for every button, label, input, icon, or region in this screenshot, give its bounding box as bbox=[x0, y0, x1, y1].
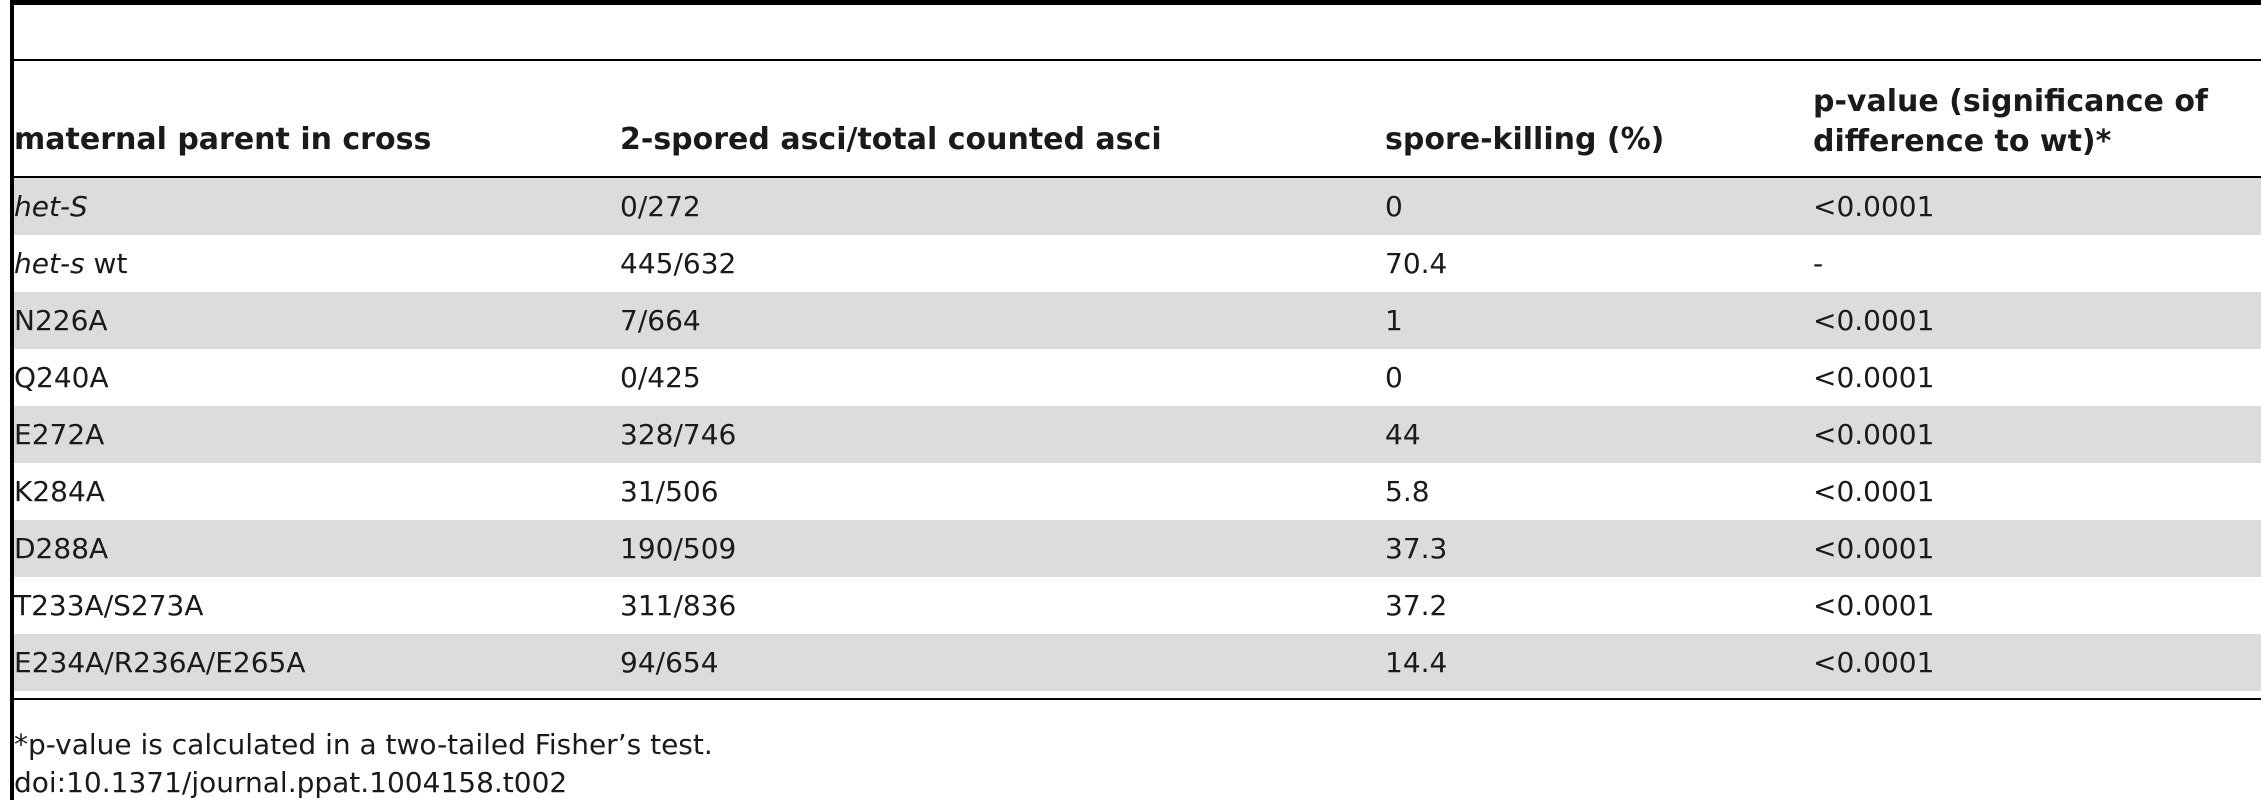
header-asci-ratio: 2-spored asci/total counted asci bbox=[620, 122, 1162, 157]
cell-pvalue: <0.0001 bbox=[1813, 361, 1935, 394]
cell-asci: 0/425 bbox=[620, 361, 701, 394]
cell-pvalue: <0.0001 bbox=[1813, 634, 2261, 691]
cell-parent: het-S bbox=[14, 178, 620, 235]
cell-parent: D288A bbox=[14, 520, 620, 577]
parent-plain: E272A bbox=[14, 418, 105, 451]
table-row: E234A/R236A/E265A 94/654 14.4 <0.0001 bbox=[14, 634, 2261, 691]
table-row: het-S 0/272 0 <0.0001 bbox=[14, 178, 2261, 235]
parent-plain: T233A/S273A bbox=[14, 589, 204, 622]
top-border bbox=[10, 0, 2261, 5]
cell-asci: 31/506 bbox=[620, 475, 719, 508]
cell-killing: 1 bbox=[1385, 292, 1813, 349]
data-table: het-S 0/272 0 <0.0001 het-s wt 445/632 7… bbox=[14, 178, 2261, 691]
header-p-value-line2: difference to wt)* bbox=[1813, 124, 2112, 159]
cell-parent: N226A bbox=[14, 292, 620, 349]
cell-killing: 0 bbox=[1385, 178, 1813, 235]
cell-parent: het-s wt bbox=[14, 235, 620, 292]
cell-killing: 0 bbox=[1385, 361, 1403, 394]
cell-pvalue: <0.0001 bbox=[1813, 475, 1935, 508]
header-spore-killing: spore-killing (%) bbox=[1385, 122, 1665, 157]
header-p-value: p-value (significance of difference to w… bbox=[1813, 82, 2208, 162]
cell-pvalue: <0.0001 bbox=[1813, 589, 1935, 622]
parent-plain: N226A bbox=[14, 304, 108, 337]
cell-pvalue: <0.0001 bbox=[1813, 178, 2261, 235]
header-p-value-line1: p-value (significance of bbox=[1813, 84, 2208, 119]
cell-asci: 445/632 bbox=[620, 247, 737, 280]
table-row: T233A/S273A 311/836 37.2 <0.0001 bbox=[14, 577, 2261, 634]
table-row: het-s wt 445/632 70.4 - bbox=[14, 235, 2261, 292]
cell-asci: 328/746 bbox=[620, 406, 1385, 463]
cell-pvalue: <0.0001 bbox=[1813, 406, 2261, 463]
cell-killing: 44 bbox=[1385, 406, 1813, 463]
parent-plain: D288A bbox=[14, 532, 109, 565]
cell-pvalue: - bbox=[1813, 247, 1824, 280]
table-row: N226A 7/664 1 <0.0001 bbox=[14, 292, 2261, 349]
cell-parent: T233A/S273A bbox=[14, 577, 620, 634]
cell-asci: 190/509 bbox=[620, 520, 1385, 577]
table-row: E272A 328/746 44 <0.0001 bbox=[14, 406, 2261, 463]
parent-plain: E234A/R236A/E265A bbox=[14, 646, 306, 679]
parent-plain: K284A bbox=[14, 475, 105, 508]
table-top-rule bbox=[14, 59, 2261, 61]
cell-pvalue: <0.0001 bbox=[1813, 292, 2261, 349]
cell-asci: 94/654 bbox=[620, 634, 1385, 691]
parent-italic: het-S bbox=[14, 190, 88, 223]
cell-asci: 0/272 bbox=[620, 178, 1385, 235]
table-row: Q240A 0/425 0 <0.0001 bbox=[14, 349, 2261, 406]
footnote-p-value: *p-value is calculated in a two-tailed F… bbox=[14, 728, 713, 761]
doi-text: doi:10.1371/journal.ppat.1004158.t002 bbox=[14, 766, 568, 799]
cell-killing: 37.3 bbox=[1385, 520, 1813, 577]
cell-pvalue: <0.0001 bbox=[1813, 520, 2261, 577]
left-border bbox=[10, 0, 14, 800]
table-row: K284A 31/506 5.8 <0.0001 bbox=[14, 463, 2261, 520]
cell-parent: Q240A bbox=[14, 349, 620, 406]
cell-asci: 7/664 bbox=[620, 292, 1385, 349]
table-row: D288A 190/509 37.3 <0.0001 bbox=[14, 520, 2261, 577]
cell-killing: 14.4 bbox=[1385, 634, 1813, 691]
cell-parent: K284A bbox=[14, 463, 620, 520]
table-bottom-rule bbox=[14, 698, 2261, 700]
header-maternal-parent: maternal parent in cross bbox=[14, 122, 432, 157]
cell-asci: 311/836 bbox=[620, 589, 737, 622]
header-rule bbox=[14, 176, 2261, 178]
parent-plain: wt bbox=[84, 247, 128, 280]
cell-killing: 5.8 bbox=[1385, 475, 1430, 508]
parent-italic: het-s bbox=[14, 247, 85, 280]
cell-parent: E272A bbox=[14, 406, 620, 463]
parent-plain: Q240A bbox=[14, 361, 109, 394]
cell-parent: E234A/R236A/E265A bbox=[14, 634, 620, 691]
cell-killing: 70.4 bbox=[1385, 247, 1448, 280]
cell-killing: 37.2 bbox=[1385, 589, 1448, 622]
